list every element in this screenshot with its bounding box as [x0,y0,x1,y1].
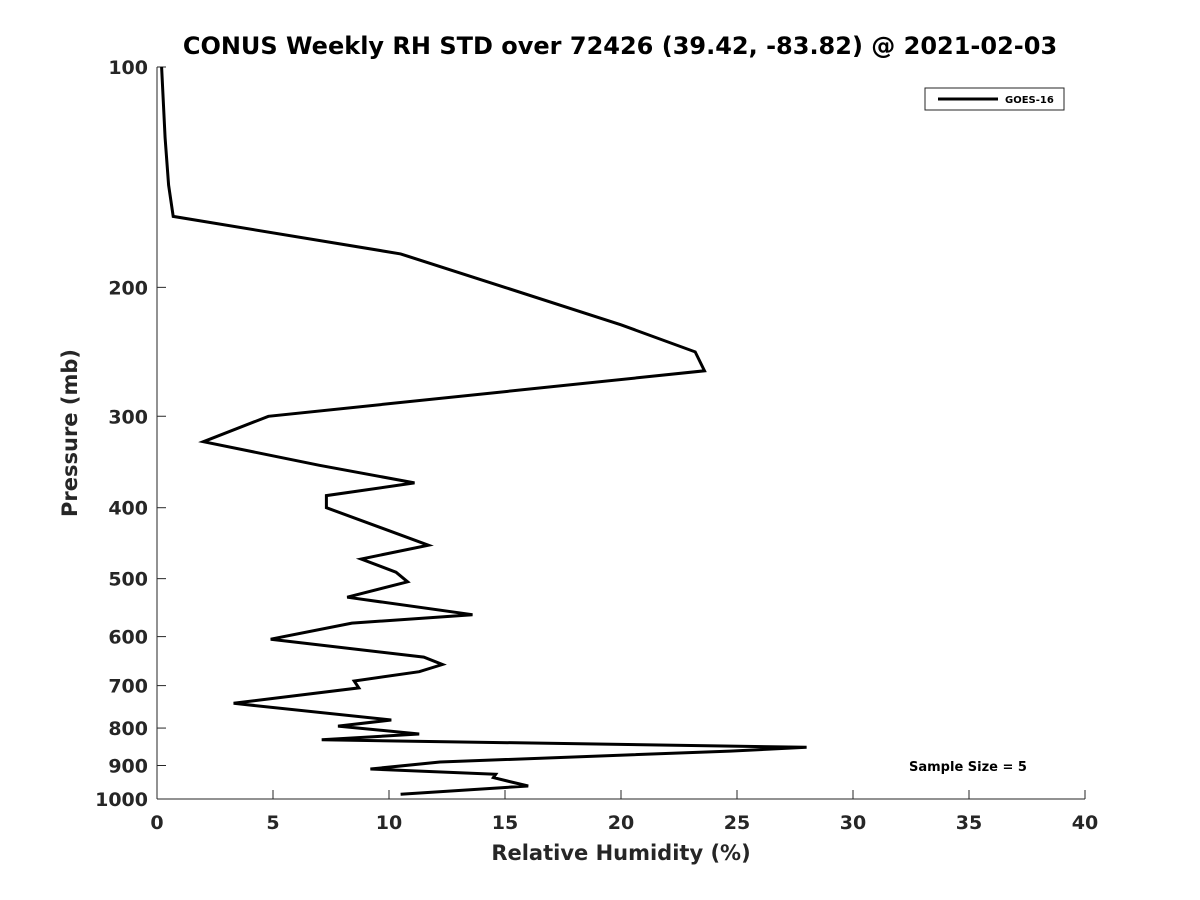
x-tick-label: 35 [956,812,982,834]
y-tick-label: 200 [108,277,148,299]
x-tick-label: 25 [724,812,750,834]
y-tick-label: 600 [108,627,148,649]
legend: GOES-16 [924,87,1065,111]
goes-16-series-line [160,66,807,796]
y-tick-label: 500 [108,569,148,591]
y-tick-label: 100 [108,57,148,79]
x-tick-label: 10 [376,812,402,834]
x-axis: 0 5 10 15 20 25 30 35 40 [150,790,1098,834]
x-axis-label: Relative Humidity (%) [491,841,750,865]
sample-size-annotation: Sample Size = 5 [909,760,1027,775]
y-tick-label: 1000 [95,789,148,811]
y-tick-label: 700 [108,676,148,698]
x-tick-label: 30 [840,812,866,834]
plot-area [157,67,1085,799]
y-tick-label: 900 [108,756,148,778]
y-axis-label: Pressure (mb) [58,349,82,517]
y-tick-label: 800 [108,718,148,740]
y-tick-label: 300 [108,406,148,428]
y-axis: 100 200 300 400 500 600 700 800 900 1000 [95,57,166,811]
legend-label: GOES-16 [1005,95,1054,106]
x-tick-label: 5 [266,812,279,834]
y-tick-label: 400 [108,498,148,520]
x-tick-label: 20 [608,812,634,834]
x-tick-label: 0 [150,812,163,834]
x-tick-label: 40 [1072,812,1098,834]
chart-title: CONUS Weekly RH STD over 72426 (39.42, -… [183,32,1057,60]
x-tick-label: 15 [492,812,518,834]
